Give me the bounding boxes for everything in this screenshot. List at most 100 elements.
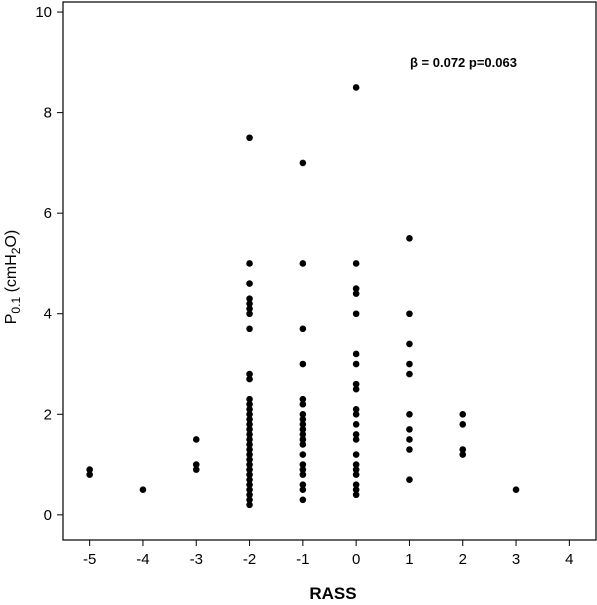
data-point [246,426,253,433]
x-tick-label: 1 [405,551,413,568]
data-point [246,496,253,504]
data-point [246,431,253,438]
data-point [246,410,253,418]
data-point [299,436,307,443]
data-point [352,405,360,413]
data-point [406,476,413,483]
data-point [246,305,253,313]
data-point [299,486,307,494]
data-point [86,471,93,478]
data-point [192,466,200,473]
plot-border [62,1,597,541]
data-point [299,325,307,333]
y-axis: 0 2 4 6 8 10 [35,4,63,524]
data-point [512,486,520,494]
data-point [299,400,307,408]
y-tick-label: 8 [44,105,52,122]
data-point [246,491,253,499]
data-point [406,310,413,318]
data-point [352,310,360,318]
y-axis-title-unit-sub: 2 [9,247,23,254]
data-point [299,471,307,478]
data-point [406,426,413,433]
data-point [406,436,413,443]
y-tick-label: 4 [44,306,52,323]
data-point [352,350,360,358]
data-point [246,466,253,473]
data-point [246,134,253,142]
data-point [352,466,360,473]
data-point [352,451,360,458]
data-point [246,280,253,287]
data-point [246,446,253,453]
y-tick-label: 6 [44,205,52,222]
data-point [299,416,307,423]
data-point [352,360,360,368]
data-point [299,395,307,403]
data-point [299,481,307,488]
data-point [246,486,253,494]
data-point [246,260,253,267]
data-point [352,491,360,499]
data-point [246,300,253,307]
data-point [299,426,307,433]
stats-annotation: β = 0.072 p=0.063 [410,55,517,70]
data-point [246,471,253,478]
data-point [246,375,253,383]
data-points [86,84,520,509]
y-axis-title-main: P [3,314,20,325]
y-tick-label: 0 [44,507,52,524]
data-point [459,410,467,418]
data-point [352,380,360,388]
data-point [246,421,253,428]
data-point [299,451,307,458]
data-point [406,360,413,368]
data-point [139,486,147,494]
data-point [352,486,360,494]
data-point [246,295,253,302]
data-point [352,471,360,478]
data-point [299,360,307,368]
x-tick-label: 0 [352,551,360,568]
data-point [246,416,253,423]
data-point [246,395,253,403]
data-point [406,340,413,348]
data-point [406,370,413,378]
data-point [246,405,253,413]
data-point [299,431,307,438]
data-point [299,421,307,428]
data-point [86,466,93,473]
x-tick-label: 4 [565,551,573,568]
data-point [352,290,360,297]
data-point [406,446,413,453]
data-point [299,461,307,468]
data-point [246,456,253,463]
data-point [299,441,307,448]
data-point [299,260,307,267]
data-point [246,310,253,318]
data-point [246,461,253,468]
data-point [406,410,413,418]
data-point [299,410,307,418]
y-tick-label: 10 [35,4,52,21]
data-point [246,476,253,483]
data-point [299,496,307,504]
x-axis: -5 -4 -3 -2 -1 0 1 2 3 4 [83,540,574,568]
data-point [246,501,253,509]
x-tick-label: 2 [459,551,467,568]
x-tick-label: -4 [136,551,149,568]
data-point [406,235,413,242]
y-axis-title-unit-post: O) [3,230,20,248]
data-point [246,436,253,443]
x-tick-label: -2 [243,551,256,568]
data-point [459,421,467,428]
data-point [246,325,253,333]
data-point [352,410,360,418]
data-point [459,446,467,453]
x-tick-label: 3 [512,551,520,568]
data-point [246,370,253,378]
data-point [246,451,253,458]
y-axis-title: P0.1 (cmH2O) [3,230,23,324]
data-point [352,461,360,468]
